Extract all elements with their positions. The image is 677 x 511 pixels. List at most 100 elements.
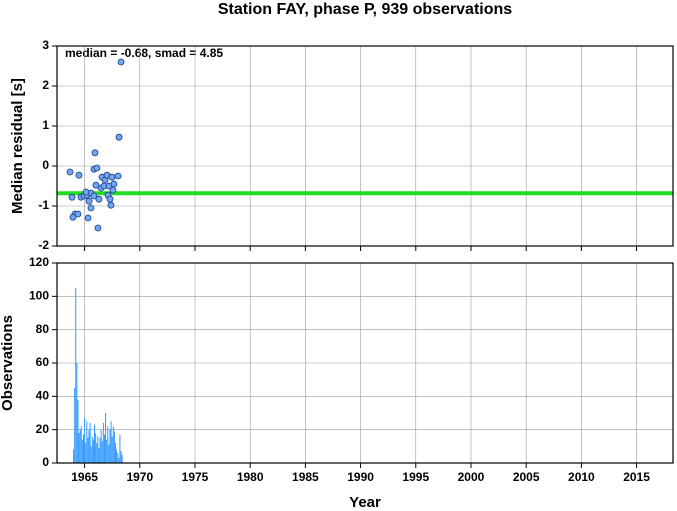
bar xyxy=(78,433,80,463)
bar xyxy=(85,443,87,463)
x-tick-label: 1980 xyxy=(237,470,264,484)
bar xyxy=(95,433,97,463)
x-axis-label: Year xyxy=(349,494,381,511)
x-tick-label: 1965 xyxy=(71,470,98,484)
bar xyxy=(110,421,112,463)
bar xyxy=(84,418,86,463)
bar xyxy=(80,426,82,463)
bar xyxy=(121,454,123,463)
point xyxy=(114,172,122,180)
x-tick-label: 1995 xyxy=(402,470,429,484)
y-axis-label: Observations xyxy=(0,315,16,411)
bar xyxy=(91,436,93,463)
point xyxy=(117,58,125,66)
y-axis-label: Median residual [s] xyxy=(9,78,26,214)
bar xyxy=(86,421,88,463)
frame xyxy=(56,45,674,247)
x-tick-label: 1990 xyxy=(347,470,374,484)
y-tick-label: 40 xyxy=(36,389,50,403)
y-tick-label: 20 xyxy=(36,422,50,436)
y-tick-label: -1 xyxy=(38,198,49,212)
x-tick-label: 1970 xyxy=(126,470,153,484)
bar xyxy=(99,438,101,463)
bar xyxy=(89,423,91,463)
bar xyxy=(101,441,103,463)
bar xyxy=(87,438,89,463)
bar xyxy=(117,453,119,463)
y-tick-label: 3 xyxy=(42,38,49,52)
point xyxy=(85,197,93,205)
bar xyxy=(90,446,92,463)
point xyxy=(66,168,74,176)
bar xyxy=(74,388,76,463)
point xyxy=(106,195,114,203)
point xyxy=(92,181,100,189)
bar xyxy=(115,443,117,463)
bar xyxy=(96,443,98,463)
point xyxy=(69,213,77,221)
bar xyxy=(100,429,102,463)
point xyxy=(82,188,90,196)
bar xyxy=(103,434,105,463)
bar xyxy=(77,399,79,463)
bar xyxy=(98,448,100,463)
bar xyxy=(76,363,78,463)
bar xyxy=(94,424,96,463)
bar xyxy=(108,444,110,463)
bar xyxy=(112,426,114,463)
point xyxy=(94,224,102,232)
point xyxy=(75,171,83,179)
bar xyxy=(82,434,84,463)
point xyxy=(87,204,95,212)
y-tick-label: 0 xyxy=(42,158,49,172)
x-tick-label: 1985 xyxy=(292,470,319,484)
bar xyxy=(105,413,107,463)
point xyxy=(115,133,123,141)
chart-title: Station FAY, phase P, 939 observations xyxy=(218,1,512,18)
bar xyxy=(97,436,99,463)
bar xyxy=(113,431,115,463)
bar xyxy=(109,429,111,463)
frame xyxy=(56,262,674,464)
point xyxy=(84,214,92,222)
x-tick-label: 2010 xyxy=(568,470,595,484)
bar xyxy=(111,436,113,463)
x-tick-label: 2000 xyxy=(458,470,485,484)
y-tick-label: 2 xyxy=(42,78,49,92)
y-tick-label: 0 xyxy=(42,455,49,469)
bar xyxy=(73,449,75,463)
bar xyxy=(88,429,90,463)
point xyxy=(93,164,101,172)
y-tick-label: -2 xyxy=(38,238,49,252)
bar xyxy=(106,439,108,463)
point xyxy=(110,180,118,188)
point xyxy=(74,210,82,218)
y-tick-label: 1 xyxy=(42,118,49,132)
bar xyxy=(75,288,77,463)
bar xyxy=(116,449,118,463)
bar xyxy=(118,458,120,463)
point xyxy=(95,195,103,203)
y-tick-label: 100 xyxy=(29,289,49,303)
point xyxy=(107,201,115,209)
y-tick-label: 80 xyxy=(36,322,50,336)
bar xyxy=(81,439,83,463)
bar xyxy=(119,434,121,463)
point xyxy=(90,192,98,200)
y-tick-label: 120 xyxy=(29,255,49,269)
bar xyxy=(102,423,104,463)
x-tick-label: 2015 xyxy=(623,470,650,484)
y-tick-label: 60 xyxy=(36,355,50,369)
bar xyxy=(79,429,81,463)
point xyxy=(91,149,99,157)
bar xyxy=(120,451,122,463)
annotation: median = -0.68, smad = 4.85 xyxy=(65,46,223,60)
bar xyxy=(92,439,94,463)
x-tick-label: 2005 xyxy=(513,470,540,484)
point xyxy=(68,193,76,201)
bar xyxy=(107,426,109,463)
point xyxy=(109,186,117,194)
x-tick-label: 1975 xyxy=(182,470,209,484)
point xyxy=(108,173,116,181)
